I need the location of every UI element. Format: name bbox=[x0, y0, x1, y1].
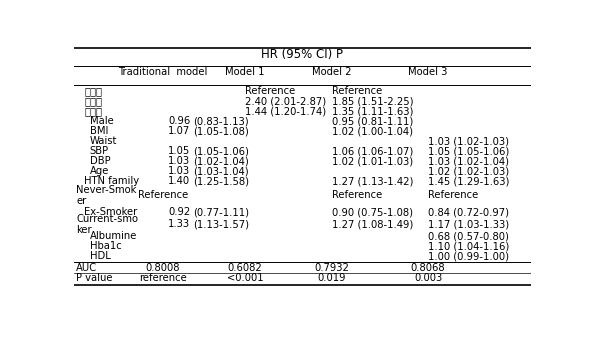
Text: <0.001: <0.001 bbox=[227, 273, 264, 283]
Text: 0.92: 0.92 bbox=[168, 208, 191, 218]
Text: 1.35 (1.11-1.63): 1.35 (1.11-1.63) bbox=[332, 106, 414, 116]
Text: (1.03-1.04): (1.03-1.04) bbox=[192, 167, 248, 176]
Text: (1.05-1.08): (1.05-1.08) bbox=[192, 126, 248, 136]
Text: 0.8008: 0.8008 bbox=[146, 263, 180, 273]
Text: Reference: Reference bbox=[245, 86, 296, 96]
Text: Traditional  model: Traditional model bbox=[118, 67, 208, 77]
Text: (0.77-1.11): (0.77-1.11) bbox=[192, 208, 248, 218]
Text: Reference: Reference bbox=[332, 86, 382, 96]
Text: Waist: Waist bbox=[90, 136, 117, 146]
Text: Age: Age bbox=[90, 167, 109, 176]
Text: (1.13-1.57): (1.13-1.57) bbox=[192, 219, 248, 229]
Text: DBP: DBP bbox=[90, 156, 110, 167]
Text: 0.8068: 0.8068 bbox=[411, 263, 445, 273]
Text: 소음인: 소음인 bbox=[84, 86, 102, 96]
Text: 1.45 (1.29-1.63): 1.45 (1.29-1.63) bbox=[428, 176, 510, 186]
Text: AUC: AUC bbox=[76, 263, 97, 273]
Text: (1.02-1.04): (1.02-1.04) bbox=[192, 156, 248, 167]
Text: 1.06 (1.06-1.07): 1.06 (1.06-1.07) bbox=[332, 146, 414, 156]
Text: Current-smo
ker: Current-smo ker bbox=[76, 213, 138, 235]
Text: 0.019: 0.019 bbox=[318, 273, 346, 283]
Text: 0.96: 0.96 bbox=[168, 116, 191, 126]
Text: 2.40 (2.01-2.87): 2.40 (2.01-2.87) bbox=[245, 96, 326, 106]
Text: 1.03: 1.03 bbox=[168, 167, 191, 176]
Text: 1.00 (0.99-1.00): 1.00 (0.99-1.00) bbox=[428, 251, 509, 261]
Text: Model 3: Model 3 bbox=[408, 67, 448, 77]
Text: 0.95 (0.81-1.11): 0.95 (0.81-1.11) bbox=[332, 116, 414, 126]
Text: HTN family: HTN family bbox=[84, 176, 139, 186]
Text: 태음인: 태음인 bbox=[84, 96, 102, 106]
Text: 0.90 (0.75-1.08): 0.90 (0.75-1.08) bbox=[332, 208, 413, 218]
Text: 1.10 (1.04-1.16): 1.10 (1.04-1.16) bbox=[428, 241, 509, 251]
Text: Hba1c: Hba1c bbox=[90, 241, 122, 251]
Text: 1.07: 1.07 bbox=[168, 126, 191, 136]
Text: 1.44 (1.20-1.74): 1.44 (1.20-1.74) bbox=[245, 106, 326, 116]
Text: 1.03 (1.02-1.03): 1.03 (1.02-1.03) bbox=[428, 136, 509, 146]
Text: Reference: Reference bbox=[428, 190, 478, 200]
Text: 1.03 (1.02-1.04): 1.03 (1.02-1.04) bbox=[428, 156, 509, 167]
Text: 1.40: 1.40 bbox=[168, 176, 191, 186]
Text: 1.05 (1.05-1.06): 1.05 (1.05-1.06) bbox=[428, 146, 509, 156]
Text: 1.85 (1.51-2.25): 1.85 (1.51-2.25) bbox=[332, 96, 414, 106]
Text: Reference: Reference bbox=[138, 190, 188, 200]
Text: 1.02 (1.01-1.03): 1.02 (1.01-1.03) bbox=[332, 156, 413, 167]
Text: 1.02 (1.00-1.04): 1.02 (1.00-1.04) bbox=[332, 126, 413, 136]
Text: 소양인: 소양인 bbox=[84, 106, 102, 116]
Text: 1.17 (1.03-1.33): 1.17 (1.03-1.33) bbox=[428, 219, 509, 229]
Text: Albumine: Albumine bbox=[90, 231, 137, 241]
Text: reference: reference bbox=[139, 273, 187, 283]
Text: Model 2: Model 2 bbox=[312, 67, 352, 77]
Text: (1.05-1.06): (1.05-1.06) bbox=[192, 146, 248, 156]
Text: SBP: SBP bbox=[90, 146, 109, 156]
Text: Never-Smok
er: Never-Smok er bbox=[76, 185, 136, 206]
Text: HR (95% CI) P: HR (95% CI) P bbox=[261, 48, 343, 61]
Text: Model 1: Model 1 bbox=[225, 67, 265, 77]
Text: P value: P value bbox=[76, 273, 113, 283]
Text: HDL: HDL bbox=[90, 251, 110, 261]
Text: 0.84 (0.72-0.97): 0.84 (0.72-0.97) bbox=[428, 208, 509, 218]
Text: 1.03: 1.03 bbox=[168, 156, 191, 167]
Text: Ex-Smoker: Ex-Smoker bbox=[84, 208, 137, 218]
Text: 1.27 (1.08-1.49): 1.27 (1.08-1.49) bbox=[332, 219, 414, 229]
Text: (1.25-1.58): (1.25-1.58) bbox=[192, 176, 248, 186]
Text: 0.003: 0.003 bbox=[414, 273, 442, 283]
Text: 0.6082: 0.6082 bbox=[228, 263, 263, 273]
Text: 0.7932: 0.7932 bbox=[314, 263, 349, 273]
Text: (0.83-1.13): (0.83-1.13) bbox=[192, 116, 248, 126]
Text: BMI: BMI bbox=[90, 126, 108, 136]
Text: 1.33: 1.33 bbox=[168, 219, 191, 229]
Text: Male: Male bbox=[90, 116, 113, 126]
Text: Reference: Reference bbox=[332, 190, 382, 200]
Text: 1.02 (1.02-1.03): 1.02 (1.02-1.03) bbox=[428, 167, 509, 176]
Text: 1.05: 1.05 bbox=[168, 146, 191, 156]
Text: 1.27 (1.13-1.42): 1.27 (1.13-1.42) bbox=[332, 176, 414, 186]
Text: 0.68 (0.57-0.80): 0.68 (0.57-0.80) bbox=[428, 231, 509, 241]
